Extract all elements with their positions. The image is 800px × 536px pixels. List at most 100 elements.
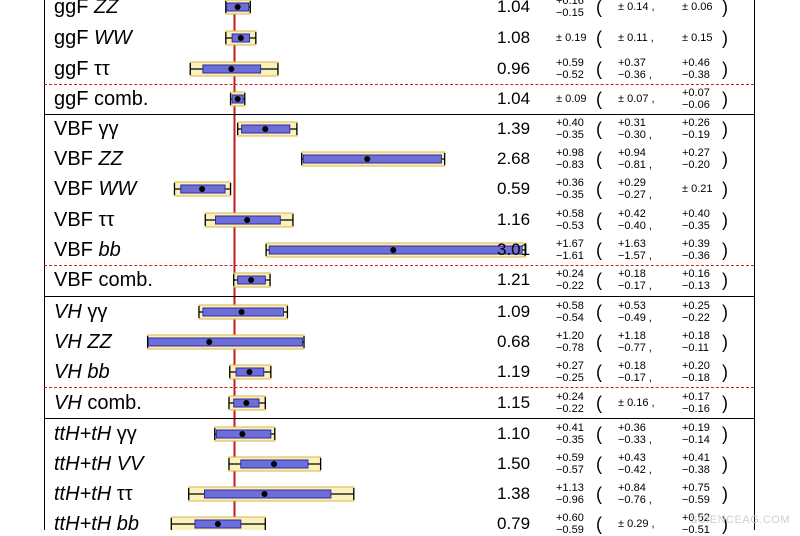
- stat-uncertainty: ± 0.16 ,: [618, 397, 655, 409]
- row-value: 1.19: [497, 362, 531, 381]
- row-label-text: VBF: [54, 239, 99, 261]
- syst-uncertainty-down: −0.35: [682, 220, 710, 232]
- syst-uncertainty-down: −0.19: [682, 129, 710, 141]
- row-label-text: ttH+tH: [54, 483, 112, 505]
- row-label-text: ggF: [54, 0, 95, 18]
- paren-close: ): [722, 0, 728, 17]
- row-label: ttH+tH VV: [54, 452, 143, 476]
- row-label-text: bb: [98, 239, 121, 261]
- total-uncertainty-up: +0.24: [556, 391, 584, 403]
- total-uncertainty-down: −0.35: [556, 189, 584, 201]
- syst-uncertainty-up: +0.16: [682, 268, 710, 280]
- row-value: 3.01: [497, 240, 531, 259]
- row-label-text: ttH+tH: [54, 423, 112, 445]
- row-label: ttH+tH bb: [54, 512, 139, 536]
- row-label-text: VH: [54, 301, 82, 323]
- stat-uncertainty-down: −0.17 ,: [618, 280, 652, 292]
- row-label: VBF ττ: [54, 208, 114, 232]
- paren-close: ): [722, 210, 728, 230]
- row-label: ggF comb.: [54, 87, 148, 111]
- syst-uncertainty-up: +0.39: [682, 238, 710, 250]
- row-label-text: WW: [94, 27, 132, 49]
- group-separator: [44, 418, 754, 419]
- combination-separator: [44, 265, 754, 266]
- row-label-text: γγ: [111, 423, 137, 445]
- row-label-text: ttH+tH bb: [54, 513, 140, 535]
- row-label: VBF γγ: [54, 117, 118, 141]
- central-value-point: [390, 247, 397, 253]
- syst-uncertainty-up: +0.52: [682, 512, 710, 524]
- syst-uncertainty-down: −0.38: [682, 464, 710, 476]
- total-uncertainty-up: +0.27: [556, 360, 584, 372]
- total-uncertainty-down: −0.83: [556, 159, 584, 171]
- stat-uncertainty-up: +0.29: [618, 177, 646, 189]
- syst-uncertainty-down: −0.13: [682, 280, 710, 292]
- stat-uncertainty-up: +0.53: [618, 300, 646, 312]
- stat-uncertainty-up: +0.94: [618, 147, 646, 159]
- syst-uncertainty-down: −0.36: [682, 250, 710, 262]
- paren-open: (: [596, 210, 602, 230]
- total-uncertainty-down: −0.57: [556, 464, 584, 476]
- stat-uncertainty: ± 0.29 ,: [618, 518, 655, 530]
- total-uncertainty-down: −1.61: [556, 250, 584, 262]
- row-label: VH ZZ: [54, 330, 112, 354]
- row-value: 0.68: [497, 332, 531, 351]
- stat-uncertainty-down: −0.30 ,: [618, 129, 652, 141]
- total-uncertainty-down: −0.22: [556, 403, 584, 415]
- combination-separator: [44, 84, 754, 85]
- central-value-point: [214, 521, 221, 527]
- total-uncertainty-up: +0.58: [556, 300, 584, 312]
- stat-uncertainty-down: −0.17 ,: [618, 372, 652, 384]
- stat-uncertainty-up: +0.37: [618, 57, 646, 69]
- paren-open: (: [596, 89, 602, 109]
- row-label-text: ZZ: [98, 148, 123, 170]
- stat-uncertainty-up: +1.63: [618, 238, 646, 250]
- total-uncertainty-up: +0.24: [556, 268, 584, 280]
- total-uncertainty-up: +1.13: [556, 482, 584, 494]
- row-value: 1.21: [497, 270, 531, 289]
- paren-close: ): [722, 179, 728, 199]
- syst-uncertainty-down: −0.38: [682, 69, 710, 81]
- paren-close: ): [722, 302, 728, 322]
- syst-uncertainty-down: −0.51: [682, 524, 710, 536]
- total-uncertainty-up: +1.20: [556, 330, 584, 342]
- row-value: 1.38: [497, 484, 531, 503]
- stat-uncertainty-band: [302, 154, 442, 164]
- watermark: SCIENCEAG.COM: [689, 514, 790, 526]
- row-label-text: ggF: [54, 27, 95, 49]
- total-uncertainty-up: +0.36: [556, 177, 584, 189]
- paren-open: (: [596, 270, 602, 290]
- row-label-text: VBF ττ: [54, 209, 115, 231]
- stat-uncertainty-down: −1.57 ,: [618, 250, 652, 262]
- total-uncertainty-down: −0.35: [556, 434, 584, 446]
- syst-uncertainty-up: +0.75: [682, 482, 710, 494]
- row-value: 2.68: [497, 149, 531, 168]
- stat-uncertainty-down: −0.36 ,: [618, 69, 652, 81]
- stat-uncertainty-down: −0.40 ,: [618, 220, 652, 232]
- central-value-point: [206, 339, 213, 345]
- central-value-point: [234, 4, 241, 10]
- row-value: 1.04: [497, 0, 531, 16]
- syst-uncertainty-down: −0.11: [682, 342, 710, 354]
- row-value: 1.09: [497, 302, 531, 321]
- stat-uncertainty-down: −0.81 ,: [618, 159, 652, 171]
- central-value-point: [248, 277, 255, 283]
- central-value-point: [228, 66, 235, 72]
- paren-close: ): [722, 484, 728, 504]
- syst-uncertainty-up: +0.26: [682, 117, 710, 129]
- row-value: 1.10: [497, 424, 531, 443]
- stat-uncertainty: ± 0.11 ,: [618, 32, 654, 44]
- row-label: VH bb: [54, 360, 110, 384]
- row-label: VBF WW: [54, 177, 136, 201]
- paren-open: (: [596, 393, 602, 413]
- stat-uncertainty-up: +1.18: [618, 330, 646, 342]
- row-label: ttH+tH γγ: [54, 422, 137, 446]
- syst-uncertainty-down: −0.18: [682, 372, 710, 384]
- row-value: 1.04: [497, 89, 531, 108]
- row-label: ttH+tH ττ: [54, 482, 133, 506]
- syst-uncertainty-up: +0.07: [682, 87, 710, 99]
- syst-uncertainty-up: +0.41: [682, 452, 710, 464]
- row-label-text: VH ZZ: [54, 331, 112, 353]
- paren-close: ): [722, 149, 728, 169]
